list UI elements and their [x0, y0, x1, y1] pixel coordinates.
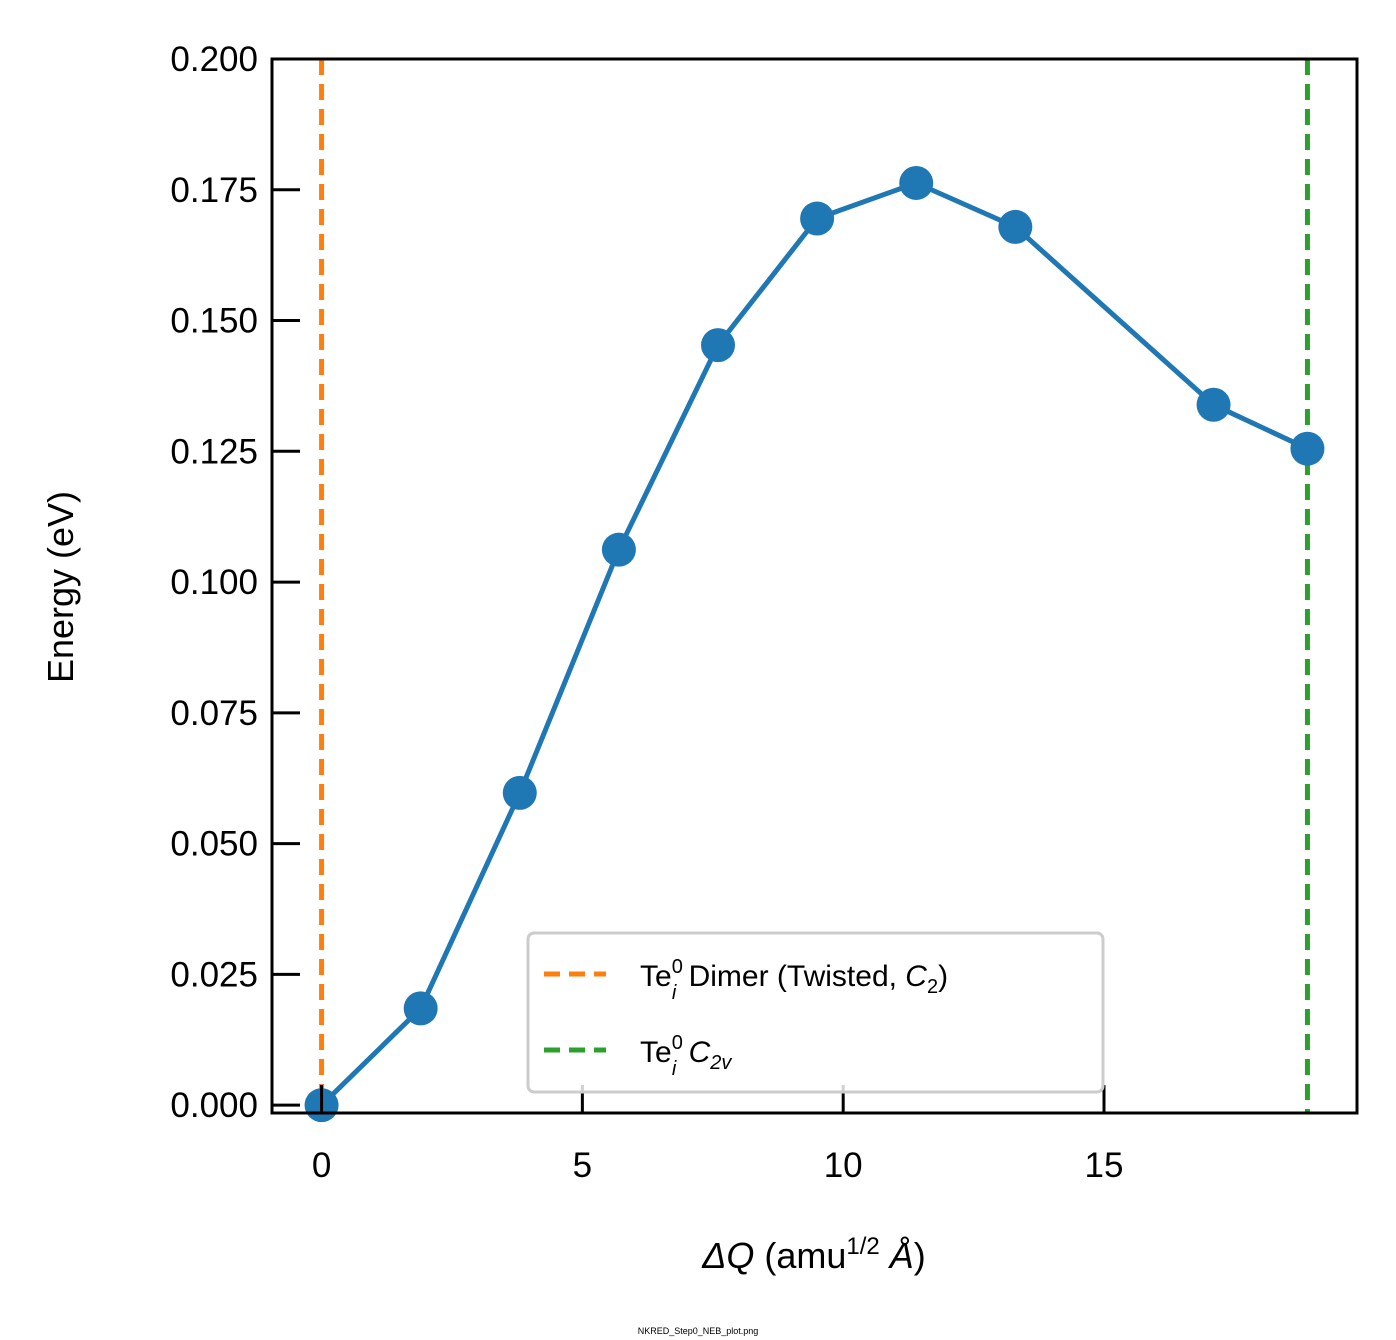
- legend-box: [526, 931, 1105, 1094]
- data-point: [403, 991, 438, 1026]
- y-tick-label: 0.075: [170, 694, 258, 733]
- x-axis-label-sup: 1/2: [846, 1233, 879, 1260]
- legend: Te0 i Dimer (Twisted, C2) Te0 i C2v: [526, 931, 1105, 1094]
- legend-dimer-sub: i: [672, 982, 677, 1004]
- series-layer: [304, 165, 1325, 1123]
- x-tick-label: 0: [312, 1146, 331, 1185]
- x-axis-label-delta-q: ΔQ: [701, 1235, 754, 1276]
- y-tick-label: 0.125: [170, 432, 258, 471]
- legend-c2v-sup: 0: [672, 1032, 683, 1054]
- plot-frame: [270, 57, 1359, 1115]
- y-tick-label: 0.175: [170, 171, 258, 210]
- legend-dimer-sym-sub: 2: [927, 976, 938, 998]
- ticks-layer: 0 5 10 15 0.000 0.025 0.050 0.075 0.100 0.125 0.15…: [170, 40, 1123, 1185]
- y-tick-label: 0.200: [170, 40, 258, 79]
- legend-c2v-sub: i: [672, 1058, 677, 1080]
- x-tick-label: 15: [1085, 1146, 1124, 1185]
- data-point: [1196, 387, 1231, 422]
- x-axis-label-space: [880, 1235, 890, 1276]
- series-line-0: [319, 180, 1309, 1107]
- legend-dimer-text: Dimer (Twisted,: [680, 960, 905, 993]
- legend-dimer-sup: 0: [672, 956, 683, 978]
- data-point: [502, 775, 537, 810]
- x-axis-label-text: (amu: [764, 1235, 846, 1276]
- y-axis-label: Energy (eV): [40, 491, 81, 683]
- data-point: [1290, 431, 1325, 466]
- legend-label-c2v: Te0 i C2v: [640, 1032, 732, 1080]
- legend-label-dimer: Te0 i Dimer (Twisted, C2): [640, 956, 948, 1004]
- legend-c2v-text: [680, 1036, 688, 1069]
- reference-lines: [319, 59, 1310, 1113]
- legend-c2v-sym: C: [689, 1036, 711, 1069]
- legend-c2v-sym-sub: 2v: [709, 1052, 732, 1074]
- y-tick-label: 0.050: [170, 825, 258, 864]
- y-tick-label: 0.000: [170, 1086, 258, 1125]
- x-axis-label: ΔQ (amu1/2 Å): [701, 1233, 926, 1276]
- data-point: [700, 328, 735, 363]
- x-axis-label-close: ): [914, 1235, 926, 1276]
- data-point: [800, 201, 835, 236]
- data-point: [899, 165, 934, 200]
- legend-c2v-base: Te: [640, 1036, 672, 1069]
- legend-dimer-sym: C: [905, 960, 927, 993]
- legend-dimer-base: Te: [640, 960, 672, 993]
- data-point: [601, 532, 636, 567]
- data-point: [998, 209, 1033, 244]
- x-axis-label-gap: [754, 1235, 764, 1276]
- x-tick-label: 10: [824, 1146, 863, 1185]
- x-tick-label: 5: [573, 1146, 592, 1185]
- x-axis-label-unit: Å: [888, 1235, 914, 1276]
- y-tick-label: 0.100: [170, 563, 258, 602]
- legend-dimer-tail: ): [938, 960, 948, 993]
- y-tick-label: 0.025: [170, 955, 258, 994]
- footer-filename: NKRED_Step0_NEB_plot.png: [638, 1326, 759, 1336]
- y-tick-label: 0.150: [170, 302, 258, 341]
